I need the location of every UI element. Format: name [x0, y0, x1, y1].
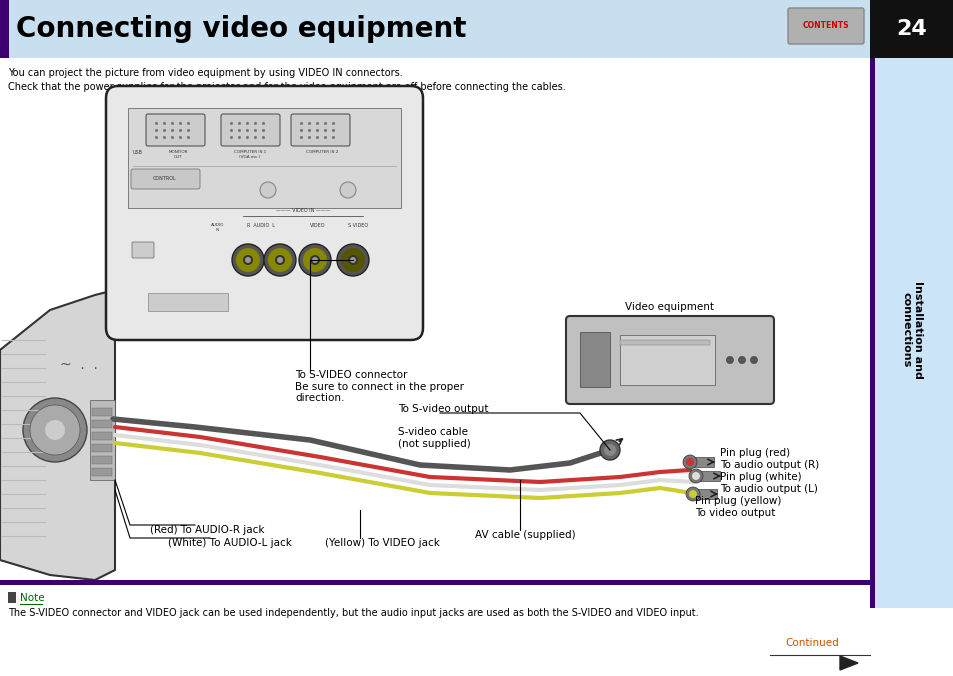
Bar	[91, 444, 112, 452]
Circle shape	[691, 472, 700, 480]
Bar	[619, 335, 714, 385]
Bar	[91, 432, 112, 440]
Circle shape	[688, 490, 697, 498]
FancyBboxPatch shape	[131, 169, 200, 189]
Circle shape	[603, 444, 616, 456]
Circle shape	[260, 182, 275, 198]
Text: You can project the picture from video equipment by using VIDEO IN connectors.: You can project the picture from video e…	[8, 68, 402, 78]
Circle shape	[348, 255, 357, 265]
Text: Continued: Continued	[784, 638, 838, 648]
Text: CONTENTS: CONTENTS	[801, 22, 848, 30]
Bar	[869, 58, 953, 608]
Bar	[0, 0, 9, 58]
FancyBboxPatch shape	[291, 114, 350, 146]
Circle shape	[685, 487, 700, 501]
Bar	[91, 468, 112, 476]
Circle shape	[685, 458, 693, 466]
Text: (Yellow) To VIDEO jack: (Yellow) To VIDEO jack	[325, 538, 439, 548]
Text: Note: Note	[20, 593, 45, 603]
Circle shape	[350, 257, 355, 263]
Bar	[579, 332, 609, 387]
Text: COMPUTER IN 1
(VGA etc.): COMPUTER IN 1 (VGA etc.)	[233, 150, 266, 159]
Circle shape	[274, 255, 285, 265]
Bar	[91, 456, 112, 464]
Bar	[0, 580, 869, 585]
Text: USB: USB	[132, 150, 143, 155]
Text: R  AUDIO  L: R AUDIO L	[247, 223, 274, 228]
Bar	[128, 108, 400, 208]
FancyBboxPatch shape	[565, 316, 773, 404]
Circle shape	[340, 248, 365, 272]
Text: S VIDEO: S VIDEO	[348, 223, 368, 228]
FancyBboxPatch shape	[132, 242, 153, 258]
Text: AV cable (supplied): AV cable (supplied)	[475, 530, 575, 540]
Circle shape	[298, 244, 331, 276]
Text: COMPUTER IN 2: COMPUTER IN 2	[306, 150, 337, 154]
Text: Pin plug (red)
To audio output (R): Pin plug (red) To audio output (R)	[720, 448, 819, 470]
Circle shape	[725, 356, 733, 364]
FancyBboxPatch shape	[221, 114, 280, 146]
Text: To S-VIDEO connector
Be sure to connect in the proper
direction.: To S-VIDEO connector Be sure to connect …	[294, 370, 463, 403]
Bar	[90, 400, 115, 480]
Circle shape	[45, 420, 65, 440]
Circle shape	[276, 257, 283, 263]
Text: (Red) To AUDIO-R jack: (Red) To AUDIO-R jack	[150, 525, 264, 535]
Circle shape	[303, 248, 327, 272]
Circle shape	[235, 248, 260, 272]
Bar	[695, 489, 717, 499]
Text: Video equipment: Video equipment	[625, 302, 714, 312]
Circle shape	[599, 440, 619, 460]
Circle shape	[339, 182, 355, 198]
Circle shape	[682, 455, 697, 469]
Bar	[0, 0, 869, 58]
Bar	[91, 408, 112, 416]
Text: AUDIO
IN: AUDIO IN	[212, 223, 225, 232]
Polygon shape	[840, 656, 857, 670]
Circle shape	[30, 405, 80, 455]
Text: S-video cable
(not supplied): S-video cable (not supplied)	[397, 427, 470, 449]
Polygon shape	[0, 290, 115, 580]
Text: ——— VIDEO IN ———: ——— VIDEO IN ———	[275, 208, 330, 213]
FancyBboxPatch shape	[106, 86, 422, 340]
Text: ~  .  .: ~ . .	[60, 358, 98, 372]
Text: Check that the power supplies for the projector and for the video equipment are : Check that the power supplies for the pr…	[8, 82, 565, 92]
Bar	[698, 471, 720, 481]
Text: Installation and
connections: Installation and connections	[901, 281, 922, 379]
Circle shape	[310, 255, 319, 265]
Bar	[148, 293, 228, 311]
Circle shape	[336, 244, 369, 276]
Text: The S-VIDEO connector and VIDEO jack can be used independently, but the audio in: The S-VIDEO connector and VIDEO jack can…	[8, 608, 698, 618]
Bar	[869, 0, 953, 58]
Circle shape	[688, 469, 702, 483]
Text: VIDEO: VIDEO	[310, 223, 325, 228]
Circle shape	[243, 255, 253, 265]
Text: (White) To AUDIO-L jack: (White) To AUDIO-L jack	[168, 538, 292, 548]
Bar	[691, 457, 713, 467]
Circle shape	[232, 244, 264, 276]
Bar	[869, 58, 874, 608]
FancyBboxPatch shape	[146, 114, 205, 146]
Text: To S-video output: To S-video output	[397, 404, 488, 414]
Circle shape	[738, 356, 745, 364]
Text: CONTROL: CONTROL	[153, 176, 176, 181]
Circle shape	[312, 257, 317, 263]
Bar	[8, 592, 16, 603]
Circle shape	[23, 398, 87, 462]
FancyBboxPatch shape	[787, 8, 863, 44]
Text: Pin plug (yellow)
To video output: Pin plug (yellow) To video output	[695, 496, 781, 518]
Circle shape	[264, 244, 295, 276]
Text: 24: 24	[896, 19, 926, 39]
Text: Pin plug (white)
To audio output (L): Pin plug (white) To audio output (L)	[720, 472, 817, 493]
Circle shape	[245, 257, 251, 263]
Text: MONITOR
OUT: MONITOR OUT	[168, 150, 188, 159]
Circle shape	[268, 248, 292, 272]
Bar	[619, 340, 709, 345]
Circle shape	[749, 356, 758, 364]
Text: Connecting video equipment: Connecting video equipment	[16, 15, 466, 43]
Bar	[91, 420, 112, 428]
